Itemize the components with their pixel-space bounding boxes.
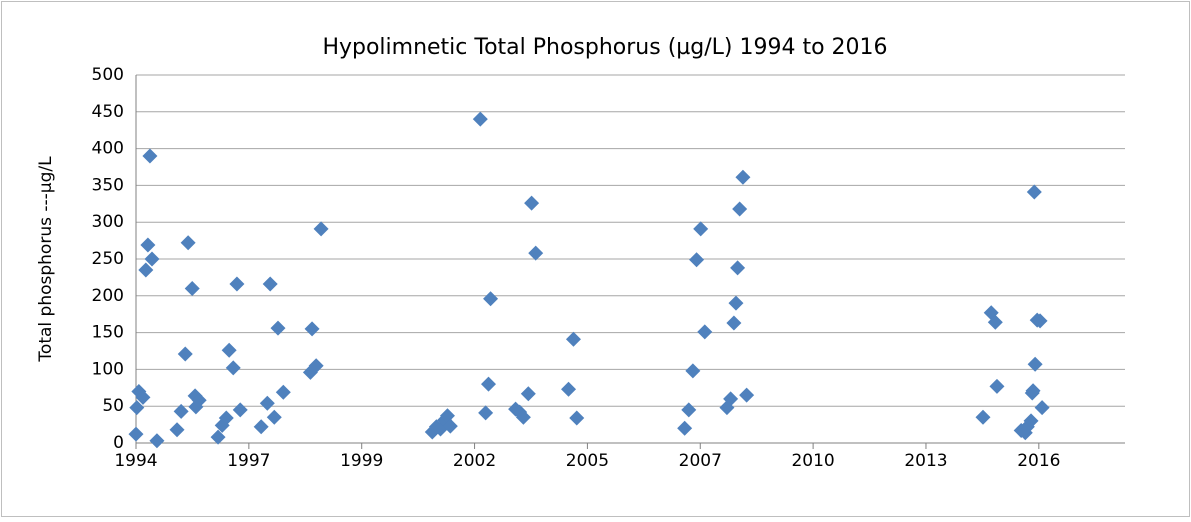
- data-point: [221, 342, 237, 358]
- x-tick-label: 1997: [227, 451, 270, 471]
- data-point: [275, 384, 291, 400]
- data-point: [140, 237, 156, 253]
- data-point: [987, 314, 1003, 330]
- y-tick-label: 150: [92, 323, 124, 343]
- data-point: [169, 422, 185, 438]
- data-point: [693, 221, 709, 237]
- data-point: [515, 409, 531, 425]
- data-point: [191, 392, 207, 408]
- data-point: [173, 403, 189, 419]
- data-point: [184, 280, 200, 296]
- data-point: [735, 169, 751, 185]
- data-point: [313, 221, 329, 237]
- data-point: [478, 405, 494, 421]
- data-point: [524, 195, 540, 211]
- data-point: [481, 376, 497, 392]
- data-point: [726, 315, 742, 331]
- data-point: [304, 321, 320, 337]
- y-tick-label: 100: [92, 359, 124, 379]
- data-point: [565, 331, 581, 347]
- y-tick-label: 400: [92, 139, 124, 159]
- data-point: [520, 386, 536, 402]
- data-point: [210, 429, 226, 445]
- data-point: [142, 148, 158, 164]
- data-point: [528, 245, 544, 261]
- data-point: [144, 251, 160, 267]
- x-tick-label: 1999: [340, 451, 383, 471]
- chart-title: Hypolimnetic Total Phosphorus (µg/L) 199…: [322, 35, 887, 60]
- data-point: [308, 358, 324, 374]
- data-point: [723, 391, 739, 407]
- data-point: [177, 346, 193, 362]
- data-point: [1026, 184, 1042, 200]
- data-point: [266, 409, 282, 425]
- data-point: [1025, 383, 1041, 399]
- data-point: [232, 402, 248, 418]
- data-point: [483, 291, 499, 307]
- y-tick-label: 350: [92, 175, 124, 195]
- x-tick-label: 2007: [679, 451, 722, 471]
- data-point: [138, 262, 154, 278]
- data-point: [253, 419, 269, 435]
- data-point: [1027, 356, 1043, 372]
- data-point: [689, 252, 705, 268]
- data-point: [270, 320, 286, 336]
- data-point: [135, 389, 151, 405]
- data-point: [229, 276, 245, 292]
- x-tick-label: 2005: [566, 451, 609, 471]
- data-point: [1032, 313, 1048, 329]
- x-tick-label: 2002: [453, 451, 496, 471]
- data-point: [569, 410, 585, 426]
- y-tick-label: 500: [92, 65, 124, 85]
- data-point: [1034, 400, 1050, 416]
- y-axis-label: Total phosphorus ---µg/L: [36, 156, 56, 363]
- y-tick-label: 50: [102, 396, 124, 416]
- x-tick-label: 1994: [114, 451, 157, 471]
- data-point: [732, 201, 748, 217]
- data-point: [739, 387, 755, 403]
- data-point: [975, 409, 991, 425]
- y-tick-label: 200: [92, 286, 124, 306]
- data-point: [128, 426, 144, 442]
- data-point: [259, 395, 275, 411]
- data-point: [1023, 413, 1039, 429]
- data-point: [685, 363, 701, 379]
- data-point: [677, 420, 693, 436]
- data-point: [149, 433, 165, 449]
- data-point: [262, 276, 278, 292]
- data-point: [561, 381, 577, 397]
- data-point: [472, 111, 488, 127]
- data-point: [681, 402, 697, 418]
- data-point: [697, 324, 713, 340]
- data-point: [442, 418, 458, 434]
- x-tick-label: 2016: [1017, 451, 1060, 471]
- y-tick-label: 0: [113, 433, 124, 453]
- y-tick-label: 250: [92, 249, 124, 269]
- x-tick-label: 2013: [904, 451, 947, 471]
- x-tick-label: 2010: [791, 451, 834, 471]
- data-point: [225, 360, 241, 376]
- data-point: [730, 260, 746, 276]
- y-tick-label: 300: [92, 212, 124, 232]
- data-point: [728, 295, 744, 311]
- data-point: [129, 400, 145, 416]
- data-point: [989, 378, 1005, 394]
- data-point: [218, 410, 234, 426]
- data-point: [180, 235, 196, 251]
- y-tick-label: 450: [92, 102, 124, 122]
